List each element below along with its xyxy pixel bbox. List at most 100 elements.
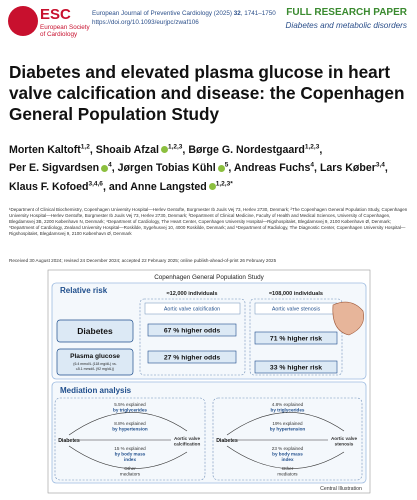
- author: and Anne Langsted 1,2,3*: [108, 180, 233, 193]
- section: Diabetes and metabolic disorders: [285, 21, 407, 30]
- mediator-text: by body mass: [115, 452, 146, 457]
- author-name: Shoaib Afzal: [95, 143, 159, 156]
- authors: Morten Kaltoft1,2, Shoaib Afzal 1,2,3, Bø…: [9, 139, 409, 195]
- affiliations: ¹Department of Clinical Biochemistry, Co…: [9, 207, 408, 236]
- mediation-box: [54, 397, 206, 481]
- logo-text: ESC: [40, 6, 71, 23]
- row-note: (6.4 mmol/L (118 mg/dL) vs.: [73, 362, 116, 366]
- row-box: [56, 348, 134, 376]
- esc-logo: [8, 6, 38, 36]
- exposure: Diabetes: [58, 438, 80, 444]
- exposure: Diabetes: [216, 438, 238, 444]
- mediator-text: calcification: [174, 442, 201, 447]
- author-affil: 4: [108, 161, 112, 169]
- orcid-icon: [101, 164, 109, 172]
- orcid-icon: [217, 164, 225, 172]
- author-affil: 1,2,3: [304, 143, 320, 150]
- arrow: [226, 445, 345, 469]
- separator: ,: [182, 143, 186, 156]
- mediator-text: Aortic valve: [331, 436, 357, 441]
- valve-image: [332, 301, 364, 336]
- panel-title: Relative risk: [60, 286, 108, 295]
- caption: Central Illustration: [320, 486, 362, 492]
- result: 33 % higher risk: [270, 365, 322, 372]
- separator: ,: [111, 162, 115, 175]
- column: [139, 298, 246, 376]
- society-line: European Society: [40, 24, 90, 31]
- author: Shoaib Afzal 1,2,3,: [95, 143, 186, 156]
- author-name: Per E. Sigvardsen: [9, 162, 100, 175]
- result-box: [147, 323, 237, 337]
- separator: ,: [384, 162, 388, 175]
- arrow: [226, 412, 345, 436]
- author-name: Klaus F. Kofoed: [9, 180, 89, 193]
- result: 27 % higher odds: [164, 355, 220, 362]
- separator: ,: [319, 143, 323, 156]
- orcid-icon: [160, 146, 168, 154]
- author-name: Morten Kaltoft: [9, 143, 81, 156]
- author-name: Børge G. Nordestgaard: [188, 143, 305, 156]
- n-right: ≈108,000 individuals: [269, 291, 323, 297]
- pages: , 1741–1750: [240, 10, 276, 17]
- author-affil: 1,2,3*: [215, 180, 233, 188]
- mediator-text: 19% explained: [272, 421, 303, 426]
- author-affil: 1,2,3: [167, 143, 183, 150]
- article-type: FULL RESEARCH PAPER: [286, 7, 407, 18]
- author: Jørgen Tobias Kühl 5,: [117, 161, 232, 175]
- panel-title: Mediation analysis: [60, 386, 132, 395]
- author-affil: 1,2: [80, 143, 90, 150]
- row-note: ≤5.1 mmol/L (92 mg/dL)): [76, 367, 114, 371]
- n-left: ≈12,000 individuals: [167, 291, 218, 297]
- author-name: Lars Køber: [319, 162, 376, 175]
- mediator-text: mediators: [277, 472, 298, 477]
- separator: ,: [102, 180, 106, 193]
- mediator-text: index: [282, 457, 294, 462]
- arrow: [68, 445, 188, 469]
- mediator-text: mediators: [120, 472, 141, 477]
- arrow: [68, 412, 188, 436]
- author-name: and Anne Langsted: [108, 180, 207, 193]
- mediator-text: by body mass: [272, 452, 303, 457]
- society-line: of Cardiology: [40, 31, 78, 38]
- row-label: Diabetes: [77, 326, 113, 336]
- volume: 32: [233, 10, 241, 17]
- author-affil: 3,4: [375, 161, 385, 169]
- separator: ,: [314, 162, 317, 175]
- title: Diabetes and elevated plasma glucose in …: [9, 62, 405, 124]
- author-affil: 3,4,6: [88, 180, 103, 188]
- col-header: [144, 302, 241, 315]
- author-name: Andreas Fuchs: [233, 162, 311, 175]
- col-right: Aortic valve stenosis: [272, 307, 321, 313]
- author: Morten Kaltoft1,2,: [9, 143, 93, 156]
- mediator-text: 5.5% explained: [114, 402, 146, 407]
- mediator-text: by triglycerides: [271, 408, 305, 413]
- author: Børge G. Nordestgaard1,2,3,: [188, 143, 323, 156]
- author-affil: 4: [310, 161, 315, 169]
- mediator-text: 23 % explained: [272, 446, 304, 451]
- figure-title: Copenhagen General Population Study: [154, 274, 264, 281]
- separator: ,: [89, 143, 93, 156]
- author: Per E. Sigvardsen 4,: [9, 161, 115, 175]
- separator: ,: [228, 162, 232, 175]
- panel: [51, 381, 367, 484]
- mediator-text: by triglycerides: [113, 408, 147, 413]
- mediator-text: stenosis: [335, 442, 354, 447]
- doi[interactable]: https://doi.org/10.1093/eurjpc/zwaf106: [92, 19, 199, 26]
- result-box: [254, 331, 338, 345]
- mediation-box: [212, 397, 363, 481]
- author-name: Jørgen Tobias Kühl: [117, 162, 216, 175]
- mediator-text: index: [124, 457, 136, 462]
- column: [249, 298, 343, 376]
- orcid-icon: [208, 183, 216, 191]
- result: 67 % higher odds: [164, 328, 220, 335]
- author: Lars Køber3,4,: [319, 161, 388, 175]
- author: Klaus F. Kofoed3,4,6,: [9, 180, 106, 193]
- mediator-text: Aortic valve: [174, 436, 200, 441]
- journal-name: European Journal of Preventive Cardiolog…: [92, 10, 233, 17]
- author-affil: 5: [224, 161, 229, 169]
- col-left: Aortic valve calcification: [164, 307, 220, 313]
